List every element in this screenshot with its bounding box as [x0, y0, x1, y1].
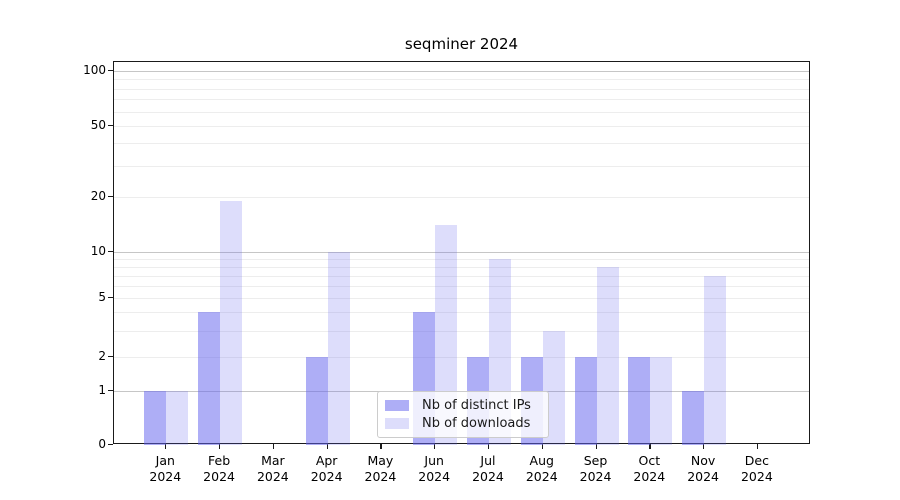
x-tick-mark: [219, 444, 221, 449]
gridline-minor: [114, 298, 809, 299]
legend-label-distinct-ips: Nb of distinct IPs: [422, 397, 531, 413]
gridline-minor: [114, 111, 809, 113]
legend-label-downloads: Nb of downloads: [422, 416, 531, 432]
x-tick-label: Dec 2024: [740, 453, 773, 484]
gridline-minor: [114, 258, 809, 260]
gridline-minor: [114, 165, 809, 167]
legend-item-downloads: Nb of downloads: [385, 416, 540, 431]
x-tick-label: Oct 2024: [633, 453, 666, 484]
y-tick-mark: [108, 389, 113, 391]
bar-downloads: [220, 201, 243, 445]
x-tick-mark: [272, 444, 275, 449]
x-tick-mark: [434, 444, 436, 449]
gridline-minor: [114, 275, 809, 277]
gridline-minor: [114, 143, 809, 145]
y-tick-mark: [108, 356, 113, 358]
x-tick-label: May 2024: [364, 453, 397, 484]
x-tick-mark: [649, 444, 651, 449]
bar-downloads: [435, 225, 458, 445]
y-tick-label: 10: [90, 243, 106, 258]
x-tick-label: Mar 2024: [256, 453, 289, 484]
bar-downloads: [704, 275, 727, 445]
plot-area: [113, 61, 810, 445]
x-tick-label: Jun 2024: [418, 453, 451, 484]
x-tick-mark: [756, 444, 759, 449]
bar-downloads: [166, 390, 189, 445]
y-tick-mark: [108, 70, 113, 72]
x-tick-label: Aug 2024: [525, 453, 558, 484]
bar-downloads: [596, 266, 619, 445]
gridline-minor: [114, 266, 809, 268]
y-tick-mark: [108, 196, 113, 198]
bar-downloads: [650, 357, 673, 445]
gridline-minor: [114, 79, 809, 81]
chart-title: seqminer 2024: [404, 35, 519, 53]
y-tick-label: 2: [98, 349, 106, 363]
y-tick-mark: [108, 125, 113, 127]
gridline-minor: [114, 99, 809, 101]
x-tick-label: Feb 2024: [203, 453, 235, 484]
gridline-minor: [114, 330, 809, 332]
gridline-minor: [114, 357, 809, 358]
gridline-minor: [114, 285, 809, 287]
y-tick-label: 20: [90, 189, 106, 203]
bar-downloads: [327, 251, 350, 445]
x-tick-mark: [487, 444, 490, 449]
gridline-minor: [114, 312, 809, 314]
y-tick-label: 5: [98, 290, 106, 304]
bar-distinct-ips: [305, 357, 328, 445]
gridline-minor: [114, 126, 809, 127]
y-tick-mark: [108, 250, 113, 252]
x-tick-label: Apr 2024: [310, 453, 343, 484]
x-tick-mark: [165, 444, 167, 449]
y-tick-label: 0: [98, 437, 106, 451]
gridline-major: [114, 71, 809, 72]
bar-distinct-ips: [682, 390, 705, 445]
x-tick-mark: [703, 444, 705, 449]
x-tick-mark: [541, 444, 543, 449]
y-tick-label: 100: [83, 63, 106, 77]
x-tick-label: Nov 2024: [687, 453, 719, 484]
gridline-minor: [114, 88, 809, 90]
y-tick-mark: [108, 444, 113, 446]
gridline-major: [114, 251, 809, 253]
y-tick-mark: [108, 297, 113, 299]
legend-swatch-downloads: [385, 418, 409, 430]
gridline-minor: [114, 197, 809, 198]
y-tick-label: 50: [90, 118, 106, 132]
bar-distinct-ips: [144, 390, 167, 445]
bar-distinct-ips: [198, 312, 221, 445]
x-tick-label: Jan 2024: [149, 453, 182, 484]
bar-distinct-ips: [628, 357, 651, 445]
x-tick-mark: [380, 444, 382, 449]
x-tick-label: Sep 2024: [579, 453, 612, 484]
legend: Nb of distinct IPs Nb of downloads: [377, 391, 549, 438]
y-tick-label: 1: [98, 382, 106, 397]
legend-swatch-distinct-ips: [385, 399, 409, 411]
legend-item-distinct-ips: Nb of distinct IPs: [385, 398, 540, 413]
x-tick-mark: [326, 444, 328, 449]
x-tick-label: Jul 2024: [472, 453, 504, 484]
bar-distinct-ips: [574, 357, 597, 445]
x-tick-mark: [595, 444, 597, 449]
